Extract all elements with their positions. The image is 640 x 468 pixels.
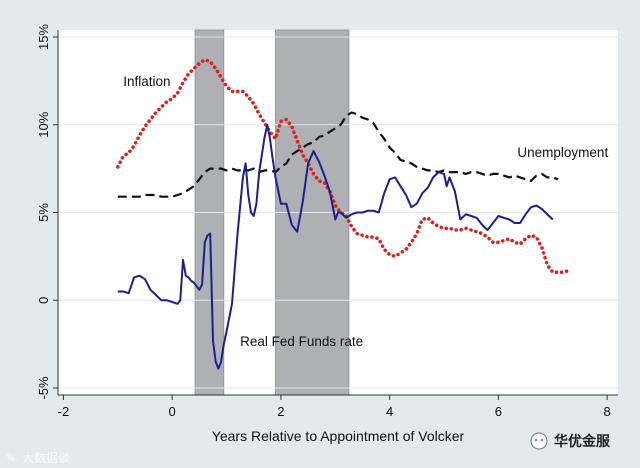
series-labels: Inflation Unemployment Real Fed Funds rate	[123, 74, 608, 349]
watermark-right: 华优金服	[530, 432, 611, 450]
series-line-unemployment	[117, 111, 559, 198]
y-tick-label: 5%	[36, 203, 51, 222]
x-axis-ticks: -2 0 2 4 6 8	[58, 395, 611, 419]
y-tick-label: 15%	[36, 24, 51, 50]
y-tick-label: 0	[36, 297, 51, 304]
wechat-icon-dot	[534, 438, 538, 442]
wechat-icon-dot	[540, 438, 544, 442]
y-tick-label: -5%	[36, 376, 51, 400]
watermark-right-text: 华优金服	[554, 433, 611, 450]
watermark-left: ✎ 大数据谈	[6, 450, 70, 465]
series-label-inflation: Inflation	[123, 74, 170, 89]
wechat-icon	[530, 432, 548, 450]
series-lines	[116, 58, 571, 370]
y-axis-ticks: -5% 0 5% 10% 15%	[36, 24, 58, 400]
x-tick-label: 2	[277, 404, 284, 419]
x-axis-title: Years Relative to Appointment of Volcker	[212, 428, 465, 444]
x-tick-label: -2	[58, 404, 70, 419]
x-tick-label: 0	[169, 404, 176, 419]
x-tick-label: 6	[495, 404, 502, 419]
x-tick-label: 8	[604, 404, 611, 419]
gridlines	[58, 36, 618, 389]
series-line-real-fed-funds-rate	[117, 123, 554, 370]
series-label-real-fed-funds-rate: Real Fed Funds rate	[240, 334, 363, 349]
y-tick-label: 10%	[36, 111, 51, 137]
watermark-left-text: 大数据谈	[22, 450, 70, 465]
watermark-left-icon: ✎	[6, 451, 16, 465]
x-tick-label: 4	[386, 404, 393, 419]
series-label-unemployment: Unemployment	[517, 145, 608, 160]
